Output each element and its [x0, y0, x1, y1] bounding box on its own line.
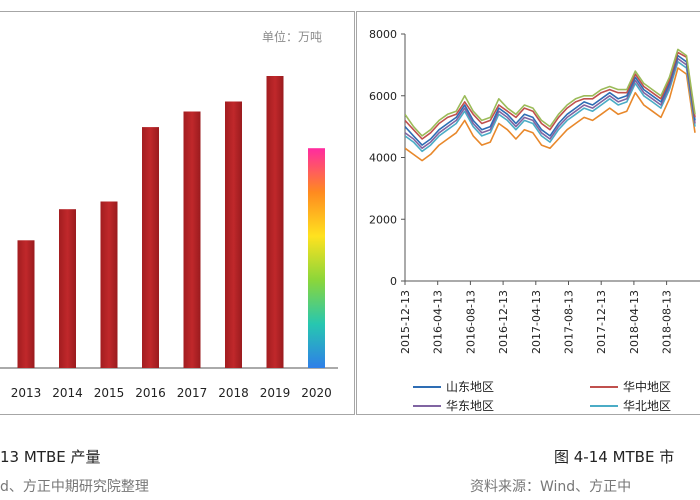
bar-category-label: 2017 — [177, 386, 208, 400]
production-bar — [308, 148, 325, 368]
y-tick-label: 8000 — [369, 28, 397, 41]
unit-label: 单位：万吨 — [262, 30, 323, 44]
bar-category-label: 2015 — [94, 386, 125, 400]
bar-category-label: 2013 — [11, 386, 42, 400]
bar-category-label: 2016 — [135, 386, 166, 400]
legend-swatch — [413, 386, 441, 388]
left-figure-caption: 13 MTBE 产量 — [0, 448, 101, 466]
bar-category-label: 2018 — [218, 386, 249, 400]
production-bar — [142, 127, 159, 368]
production-bar — [225, 101, 242, 368]
x-tick-label: 2016-12-13 — [497, 290, 510, 354]
bar-category-label: 2020 — [301, 386, 332, 400]
left-figure-source: d、方正中期研究院整理 — [0, 479, 149, 495]
price-series-line — [405, 67, 696, 162]
y-tick-label: 2000 — [369, 213, 397, 226]
bar-category-label: 2014 — [52, 386, 83, 400]
y-tick-label: 4000 — [369, 152, 397, 165]
price-series-line — [405, 54, 696, 146]
x-tick-label: 2017-04-13 — [530, 290, 543, 354]
x-tick-label: 2016-08-13 — [464, 290, 477, 354]
legend-label: 山东地区 — [446, 380, 495, 394]
x-tick-label: 2018-04-13 — [628, 290, 641, 354]
price-series-line — [405, 57, 696, 149]
production-bar — [266, 76, 284, 368]
legend-label: 华中地区 — [623, 380, 672, 394]
x-tick-label: 2016-04-13 — [432, 290, 445, 354]
x-tick-label: 2017-08-13 — [563, 290, 576, 354]
legend-swatch — [590, 405, 618, 407]
x-tick-label: 2015-12-13 — [399, 290, 412, 354]
right-figure-caption: 图 4-14 MTBE 市 — [554, 448, 675, 466]
production-bar — [59, 209, 76, 368]
production-bar — [100, 201, 118, 368]
bar-category-label: 2019 — [260, 386, 291, 400]
production-bar — [17, 240, 35, 368]
price-chart-panel — [356, 11, 700, 415]
y-tick-label: 0 — [390, 275, 397, 288]
x-tick-label: 2017-12-13 — [595, 290, 608, 354]
production-bar — [183, 111, 201, 368]
legend-swatch — [413, 405, 441, 407]
price-series-line — [405, 60, 696, 153]
legend-swatch — [590, 386, 618, 388]
legend-label: 华北地区 — [623, 399, 672, 413]
right-figure-source: 资料来源：Wind、方正中 — [470, 479, 632, 495]
y-tick-label: 6000 — [369, 90, 397, 103]
x-tick-label: 2018-08-13 — [661, 290, 674, 354]
price-series-line — [405, 51, 696, 140]
price-series-line — [405, 48, 696, 137]
legend-label: 华东地区 — [446, 399, 495, 413]
